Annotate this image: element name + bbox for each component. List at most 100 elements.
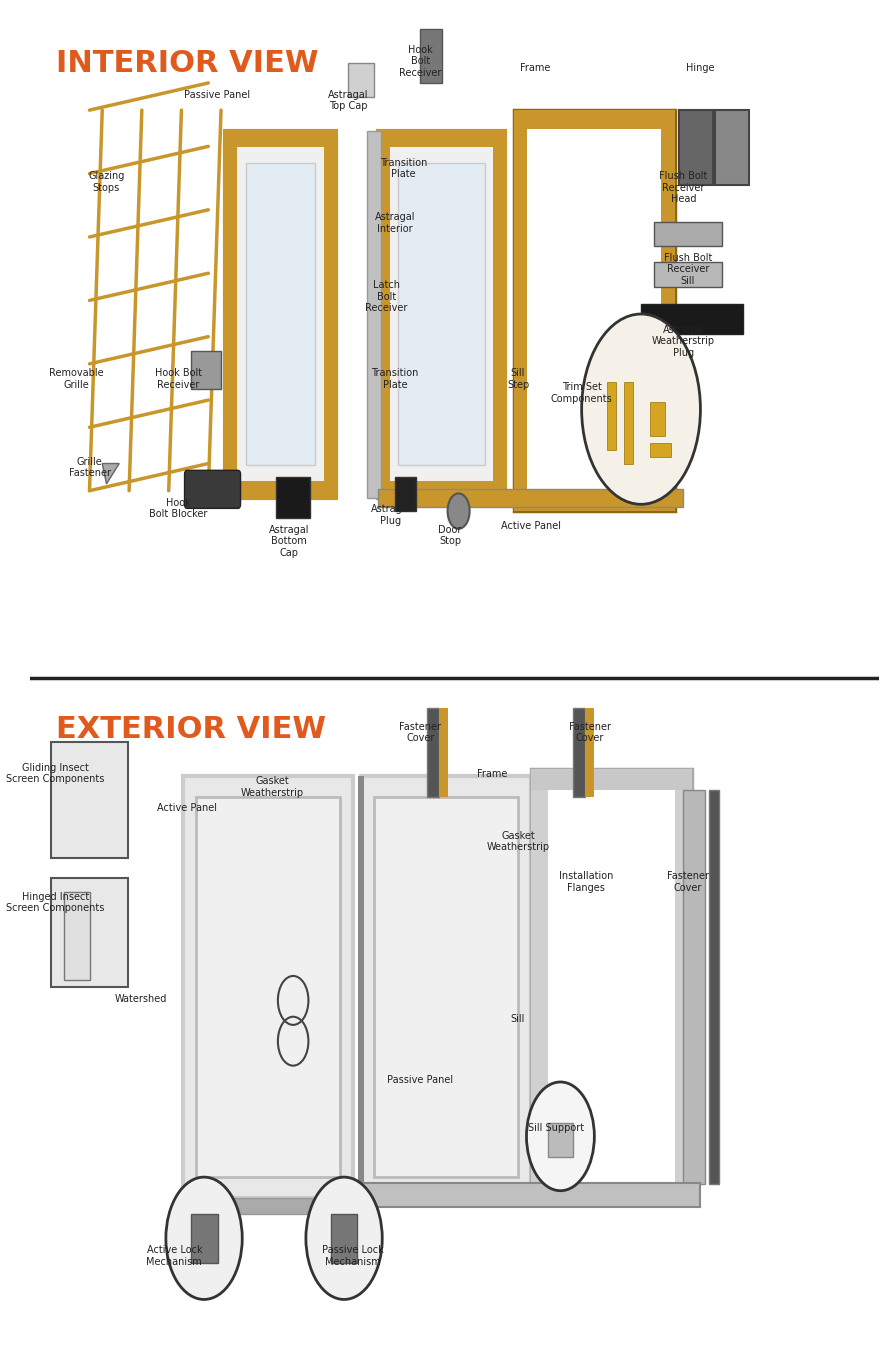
Text: Glazing
Stops: Glazing Stops	[88, 172, 125, 193]
FancyBboxPatch shape	[332, 1214, 356, 1263]
FancyBboxPatch shape	[378, 131, 390, 497]
FancyBboxPatch shape	[675, 770, 692, 1204]
Text: Watershed: Watershed	[114, 994, 166, 1004]
FancyBboxPatch shape	[531, 770, 547, 1204]
FancyBboxPatch shape	[715, 110, 749, 185]
Circle shape	[306, 1177, 382, 1299]
FancyBboxPatch shape	[421, 29, 442, 83]
Text: Door
Stop: Door Stop	[438, 524, 462, 546]
FancyBboxPatch shape	[51, 878, 128, 987]
Text: Gliding Insect
Screen Components: Gliding Insect Screen Components	[6, 763, 105, 785]
FancyBboxPatch shape	[662, 110, 675, 511]
FancyBboxPatch shape	[246, 163, 315, 464]
FancyBboxPatch shape	[684, 790, 705, 1184]
Text: Hinged Insect
Screen Components: Hinged Insect Screen Components	[6, 892, 105, 914]
Text: Active Panel: Active Panel	[501, 520, 561, 531]
FancyBboxPatch shape	[191, 350, 221, 388]
FancyBboxPatch shape	[531, 1184, 692, 1204]
Text: Flush Bolt
Receiver
Head: Flush Bolt Receiver Head	[659, 172, 708, 204]
Text: Fastener
Cover: Fastener Cover	[569, 722, 611, 744]
Text: Transition
Plate: Transition Plate	[380, 158, 427, 180]
FancyBboxPatch shape	[547, 1122, 573, 1156]
FancyBboxPatch shape	[64, 892, 90, 981]
Text: Installation
Flanges: Installation Flanges	[559, 872, 613, 893]
Circle shape	[582, 315, 700, 504]
Text: Astragal
Top Cap: Astragal Top Cap	[328, 90, 369, 112]
Text: INTERIOR VIEW: INTERIOR VIEW	[55, 49, 318, 78]
FancyBboxPatch shape	[378, 131, 505, 147]
Text: Flush Bolt
Receiver
Sill: Flush Bolt Receiver Sill	[664, 253, 712, 286]
Text: Astragal
Plug: Astragal Plug	[370, 504, 411, 526]
Text: Sill Support: Sill Support	[528, 1122, 584, 1133]
Text: EXTERIOR VIEW: EXTERIOR VIEW	[55, 715, 326, 744]
FancyBboxPatch shape	[378, 131, 505, 497]
FancyBboxPatch shape	[276, 477, 310, 518]
FancyBboxPatch shape	[195, 797, 340, 1177]
Text: Frame: Frame	[477, 770, 508, 779]
Text: Frame: Frame	[520, 63, 550, 72]
Text: Passive Panel: Passive Panel	[184, 90, 250, 99]
FancyBboxPatch shape	[185, 470, 240, 508]
Text: Transition
Plate: Transition Plate	[371, 368, 419, 390]
Circle shape	[526, 1081, 594, 1190]
FancyBboxPatch shape	[531, 770, 692, 790]
Text: Grille
Fastener: Grille Fastener	[69, 456, 111, 478]
FancyBboxPatch shape	[649, 443, 671, 456]
Text: Sill: Sill	[510, 1015, 525, 1024]
FancyBboxPatch shape	[324, 131, 335, 497]
Text: Trim Set
Components: Trim Set Components	[551, 381, 612, 403]
FancyBboxPatch shape	[649, 402, 664, 436]
Text: Hinge: Hinge	[686, 63, 715, 72]
Text: Latch
Bolt
Receiver: Latch Bolt Receiver	[365, 281, 407, 313]
Polygon shape	[102, 463, 119, 484]
FancyBboxPatch shape	[357, 776, 364, 1197]
FancyBboxPatch shape	[225, 131, 237, 497]
FancyBboxPatch shape	[374, 797, 518, 1177]
FancyBboxPatch shape	[679, 110, 713, 185]
FancyBboxPatch shape	[361, 776, 531, 1197]
FancyBboxPatch shape	[624, 381, 633, 463]
FancyBboxPatch shape	[225, 481, 335, 497]
FancyBboxPatch shape	[361, 1182, 700, 1207]
FancyBboxPatch shape	[225, 131, 335, 497]
Circle shape	[165, 1177, 242, 1299]
FancyBboxPatch shape	[399, 163, 485, 464]
FancyBboxPatch shape	[183, 1197, 353, 1214]
Circle shape	[448, 493, 470, 528]
Text: Gasket
Weatherstrip: Gasket Weatherstrip	[240, 776, 304, 798]
Text: Astragal
Bottom
Cap: Astragal Bottom Cap	[268, 524, 309, 558]
FancyBboxPatch shape	[427, 708, 439, 797]
FancyBboxPatch shape	[494, 131, 505, 497]
FancyBboxPatch shape	[51, 742, 128, 858]
FancyBboxPatch shape	[225, 131, 335, 147]
FancyBboxPatch shape	[514, 492, 675, 511]
Text: Astragal
Interior: Astragal Interior	[375, 212, 415, 234]
Text: Active Lock
Mechanism: Active Lock Mechanism	[146, 1245, 202, 1267]
FancyBboxPatch shape	[607, 381, 616, 449]
Text: Astragal
Weatherstrip
Plug: Astragal Weatherstrip Plug	[652, 326, 715, 358]
Text: Fastener
Cover: Fastener Cover	[667, 872, 708, 893]
FancyBboxPatch shape	[367, 131, 380, 497]
FancyBboxPatch shape	[439, 708, 448, 797]
FancyBboxPatch shape	[573, 708, 585, 797]
FancyBboxPatch shape	[378, 481, 505, 497]
FancyBboxPatch shape	[378, 489, 684, 507]
Text: Active Panel: Active Panel	[158, 804, 217, 813]
Text: Hook
Bolt Blocker: Hook Bolt Blocker	[150, 497, 208, 519]
FancyBboxPatch shape	[348, 63, 374, 97]
FancyBboxPatch shape	[641, 305, 743, 335]
FancyBboxPatch shape	[514, 110, 527, 511]
FancyBboxPatch shape	[585, 708, 593, 797]
Text: Sill
Step: Sill Step	[507, 368, 529, 390]
Text: Passive Lock
Mechanism: Passive Lock Mechanism	[322, 1245, 384, 1267]
FancyBboxPatch shape	[709, 790, 719, 1184]
Text: Fastener
Cover: Fastener Cover	[400, 722, 442, 744]
FancyBboxPatch shape	[654, 263, 722, 287]
FancyBboxPatch shape	[514, 110, 675, 129]
Text: Hook Bolt
Receiver: Hook Bolt Receiver	[155, 368, 202, 390]
Text: Hook
Bolt
Receiver: Hook Bolt Receiver	[400, 45, 442, 78]
Text: Removable
Grille: Removable Grille	[49, 368, 104, 390]
Text: Passive Panel: Passive Panel	[387, 1075, 453, 1086]
FancyBboxPatch shape	[395, 477, 416, 511]
FancyBboxPatch shape	[654, 222, 722, 247]
